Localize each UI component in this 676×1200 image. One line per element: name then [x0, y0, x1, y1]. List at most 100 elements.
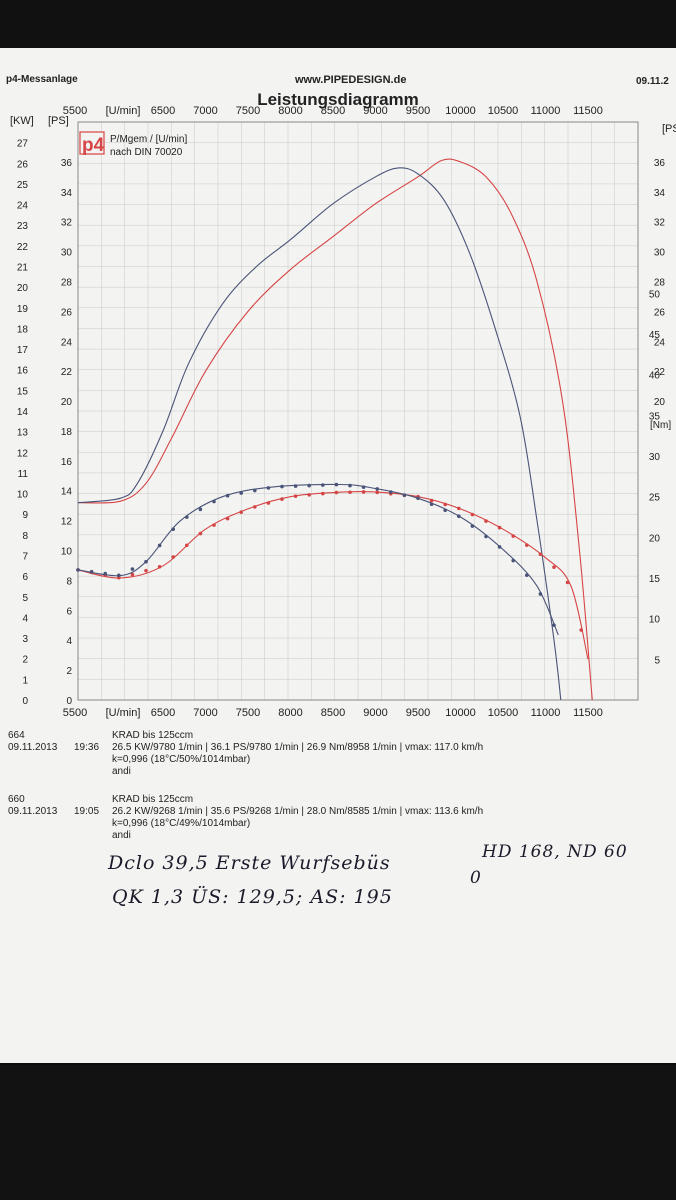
x-tick-label-top: 11000: [531, 105, 561, 117]
nm-tick-label: 40: [649, 371, 661, 382]
series-line-664-torque: [77, 490, 589, 660]
ps-tick-label-left: 10: [61, 547, 73, 558]
data-point-664: [239, 510, 243, 514]
ps-tick-label-left: 24: [61, 337, 73, 348]
data-point-664: [538, 552, 543, 557]
ps-axis-label-right: [PS]: [662, 123, 676, 135]
data-point-664: [225, 516, 230, 521]
series-line-660-torque: [77, 483, 559, 636]
ps-tick-label-left: 16: [61, 457, 73, 468]
kw-tick-label: 14: [17, 407, 29, 418]
kw-tick-label: 7: [22, 552, 28, 563]
data-point-664: [185, 543, 189, 548]
handwritten-note-line1: Dclo 39,5 Erste Wurfsebüs: [108, 852, 391, 874]
legend-line-1: P/Mgem / [U/min]: [110, 134, 187, 145]
ps-tick-label-left: 2: [66, 666, 72, 677]
ps-tick-label-right: 26: [654, 307, 666, 318]
ps-tick-label-left: 30: [61, 248, 73, 259]
data-point-660: [334, 482, 339, 487]
data-point-660: [76, 568, 80, 572]
ps-tick-label-left: 26: [61, 307, 73, 318]
x-tick-label-top: 10000: [445, 105, 476, 117]
x-tick-label-bottom: 7000: [193, 707, 217, 719]
data-point-660: [348, 483, 352, 488]
data-point-664: [130, 572, 135, 577]
ps-tick-label-left: 34: [61, 188, 73, 199]
run-correction: k=0,996 (18°C/50%/1014mbar): [112, 754, 251, 765]
kw-tick-label: 18: [17, 324, 29, 335]
data-point-660: [457, 514, 461, 519]
ps-tick-label-right: 20: [654, 397, 666, 408]
data-point-664: [525, 543, 529, 547]
data-point-660: [130, 567, 135, 571]
x-tick-label-top: 7000: [193, 105, 217, 117]
data-point-664: [198, 531, 203, 536]
data-point-660: [416, 496, 420, 501]
kw-tick-label: 20: [17, 283, 29, 294]
x-tick-label-bottom: 5500: [63, 707, 87, 719]
data-point-660: [239, 491, 243, 495]
data-point-664: [497, 525, 502, 530]
header-date: 09.11.2: [636, 76, 669, 87]
photo-background-bottom: [0, 1065, 676, 1200]
data-point-664: [579, 628, 583, 632]
ps-tick-label-right: 28: [654, 277, 666, 288]
ps-tick-label-right: 30: [654, 248, 666, 259]
data-point-664: [552, 565, 556, 569]
run-time: 19:05: [74, 806, 100, 817]
data-point-664: [470, 512, 475, 517]
ps-tick-label-left: 32: [61, 218, 73, 229]
run-stats: 26.5 KW/9780 1/min | 36.1 PS/9780 1/min …: [112, 742, 484, 753]
data-point-660: [171, 527, 175, 531]
x-tick-label-bottom: 11000: [531, 707, 561, 719]
ps-axis-label-left: [PS]: [48, 115, 69, 127]
data-point-664: [280, 497, 284, 501]
run-info-664: 664 KRAD bis 125ccm 09.11.2013 19:36 26.…: [8, 730, 668, 780]
legend-line-2: nach DIN 70020: [110, 147, 183, 158]
data-point-660: [470, 524, 475, 528]
x-tick-label-top: 8500: [321, 105, 345, 117]
run-time: 19:36: [74, 742, 100, 753]
run-stats: 26.2 KW/9268 1/min | 35.6 PS/9268 1/min …: [112, 806, 484, 817]
series-line-660-power: [77, 167, 562, 701]
data-point-664: [375, 490, 380, 495]
ps-tick-label-left: 6: [66, 606, 72, 617]
handwritten-note-line2: QK 1,3 ÜS: 129,5; AS: 195: [112, 886, 393, 908]
data-point-664: [157, 564, 162, 569]
photo-background-top: [0, 0, 676, 50]
ps-tick-label-left: 8: [66, 576, 72, 587]
run-user: andi: [112, 830, 131, 841]
plot-frame: [77, 121, 639, 701]
kw-tick-label: 12: [17, 448, 29, 459]
data-point-664: [307, 493, 312, 497]
x-tick-label-top: 8000: [278, 105, 302, 117]
nm-tick-label: 20: [649, 533, 661, 544]
data-point-660: [443, 508, 448, 513]
chart-grid: [77, 121, 639, 701]
x-tick-label-bottom: 7500: [236, 707, 260, 719]
kw-tick-label: 17: [17, 345, 29, 356]
kw-tick-label: 24: [17, 201, 29, 212]
ps-tick-label-left: 0: [66, 696, 72, 707]
nm-tick-label: 50: [649, 289, 661, 300]
data-point-664: [457, 506, 461, 511]
data-point-664: [266, 501, 271, 505]
chart-title: Leistungsdiagramm: [257, 90, 419, 109]
x-tick-label-bottom: 10000: [445, 707, 476, 719]
x-unit-top: [U/min]: [106, 105, 141, 117]
data-point-664: [212, 523, 216, 527]
data-point-660: [185, 515, 189, 519]
kw-tick-label: 22: [17, 242, 29, 253]
chart-series: [76, 158, 593, 701]
x-tick-label-bottom: 6500: [151, 707, 175, 719]
p4-logo: [79, 131, 105, 155]
kw-tick-label: 4: [22, 613, 28, 624]
run-vehicle: KRAD bis 125ccm: [112, 730, 194, 741]
x-unit-bottom: [U/min]: [106, 707, 141, 719]
data-point-660: [538, 592, 543, 596]
kw-tick-label: 10: [17, 490, 29, 501]
data-point-660: [511, 558, 515, 563]
data-point-660: [525, 573, 529, 577]
run-info-660: 660 KRAD bis 125ccm 09.11.2013 19:05 26.…: [8, 794, 668, 844]
data-point-664: [443, 502, 448, 507]
